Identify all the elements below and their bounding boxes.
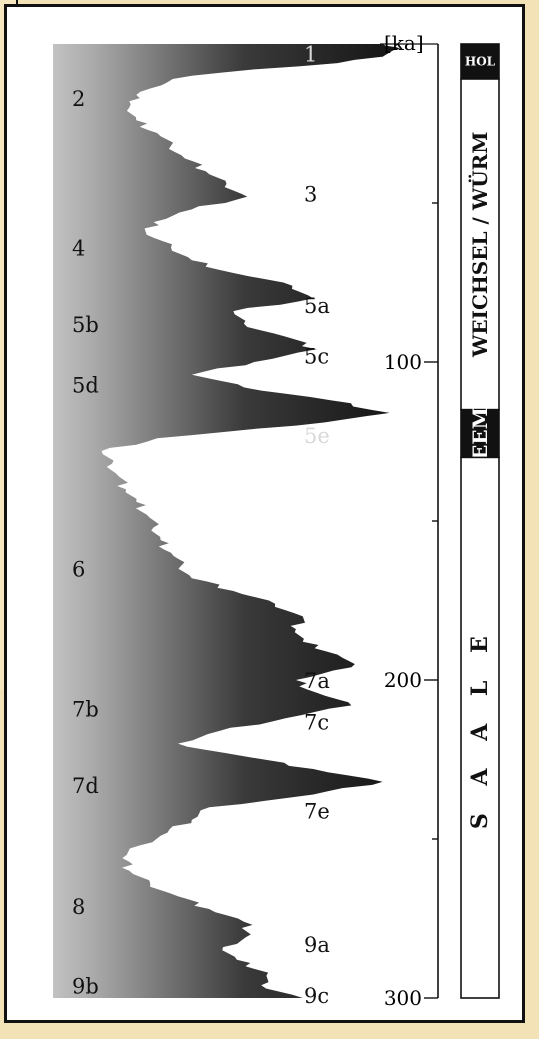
stage-label: 9b — [72, 974, 99, 998]
period-box — [460, 456, 500, 999]
period-label: HOL — [465, 54, 496, 68]
stage-label: 9c — [304, 984, 329, 1008]
stage-label: 7d — [72, 774, 99, 798]
stage-label: 7b — [72, 698, 99, 722]
stage-label: 7e — [304, 799, 330, 823]
period-label: S A A L E — [467, 626, 493, 829]
stage-label: 7a — [304, 669, 330, 693]
stage-label: 5e — [304, 424, 330, 448]
y-tick-label: 200 — [384, 668, 422, 692]
period-box — [460, 43, 500, 80]
stage-label: 1 — [304, 43, 317, 67]
y-tick-label: 100 — [384, 350, 422, 374]
stage-label: 7c — [304, 710, 329, 734]
stage-label: 5b — [72, 313, 99, 337]
stage-label: 9a — [304, 933, 330, 957]
climate-area — [53, 44, 401, 998]
stage-label: 5c — [304, 345, 329, 369]
stage-label: 8 — [72, 895, 85, 919]
stage-label: 3 — [304, 182, 317, 206]
stage-label: 2 — [72, 87, 85, 111]
stage-label: 5d — [72, 373, 99, 397]
stage-label: 6 — [72, 558, 85, 582]
stage-label: 4 — [72, 237, 85, 261]
y-tick-label: 300 — [384, 986, 422, 1010]
period-label: EEM — [468, 407, 492, 460]
stage-label: 5a — [304, 294, 330, 318]
period-box — [460, 408, 500, 459]
period-label: WEICHSEL / WÜRM — [467, 132, 492, 359]
axis-unit-label: [ka] — [384, 31, 424, 55]
